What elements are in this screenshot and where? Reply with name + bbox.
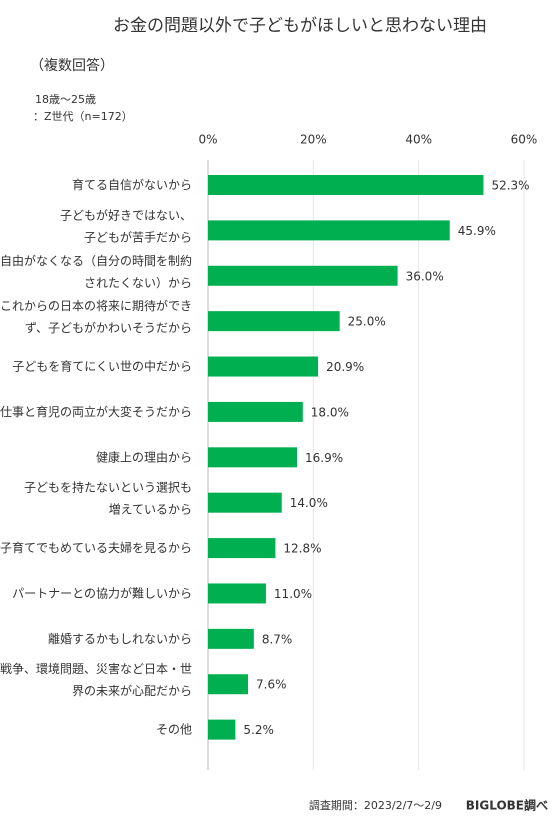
y-tick-label: 自由がなくなる（自分の時間を制約されたくない）から bbox=[0, 252, 192, 289]
value-label: 45.9% bbox=[458, 224, 496, 238]
y-tick-label: 子育てでもめている夫婦を見るから bbox=[0, 540, 192, 555]
bar bbox=[208, 220, 450, 241]
bar bbox=[208, 538, 276, 559]
bar bbox=[208, 447, 298, 468]
y-tick-label: その他 bbox=[156, 722, 192, 736]
bar bbox=[208, 356, 319, 377]
bar bbox=[208, 175, 484, 195]
value-label: 25.0% bbox=[348, 315, 386, 329]
bar bbox=[208, 265, 398, 286]
x-tick-label: 60% bbox=[511, 133, 538, 147]
note: ：Z世代（n=172） bbox=[33, 110, 133, 123]
y-tick-label: パートナーとの協力が難しいから bbox=[12, 585, 192, 600]
value-label: 18.0% bbox=[311, 405, 349, 419]
value-label: 36.0% bbox=[406, 269, 444, 283]
bar bbox=[208, 401, 303, 422]
bar bbox=[208, 583, 266, 604]
bar bbox=[208, 719, 236, 740]
y-tick-label: これからの日本の将来に期待ができず、子どもがかわいそうだから bbox=[0, 298, 192, 335]
y-tick-label: 子どもを持たないという選択も増えているから bbox=[24, 479, 192, 516]
y-tick-label: 戦争、環境問題、災害など日本・世界の未来が心配だから bbox=[0, 661, 192, 698]
value-label: 11.0% bbox=[274, 587, 312, 601]
y-tick-label: 子どもを育てにくい世の中だから bbox=[12, 358, 192, 373]
bar bbox=[208, 311, 340, 332]
value-label: 52.3% bbox=[491, 179, 529, 193]
note: 18歳～25歳 bbox=[35, 93, 96, 106]
y-tick-label: 仕事と育児の両立が大変そうだから bbox=[0, 403, 192, 418]
y-tick-label: 離婚するかもしれないから bbox=[48, 631, 192, 645]
bar bbox=[208, 674, 249, 695]
bar bbox=[208, 492, 282, 513]
y-tick-label: 子どもが好きではない、子どもが苦手だから bbox=[60, 207, 192, 244]
x-tick-label: 0% bbox=[198, 133, 217, 147]
value-label: 16.9% bbox=[305, 451, 343, 465]
value-label: 8.7% bbox=[262, 632, 293, 646]
chart-title: お金の問題以外で子どもがほしいと思わない理由 bbox=[113, 16, 487, 36]
value-label: 20.9% bbox=[326, 360, 364, 374]
source: BIGLOBE調べ bbox=[466, 798, 548, 813]
y-tick-label: 育てる自信がないから bbox=[72, 177, 192, 192]
value-label: 14.0% bbox=[290, 496, 328, 510]
bar bbox=[208, 628, 254, 649]
footer: 調査期間：2023/2/7～2/9 bbox=[309, 798, 442, 812]
y-tick-label: 健康上の理由から bbox=[96, 449, 192, 464]
value-label: 7.6% bbox=[256, 678, 287, 692]
value-label: 5.2% bbox=[243, 723, 273, 737]
x-tick-label: 40% bbox=[405, 133, 432, 147]
value-label: 12.8% bbox=[283, 542, 321, 556]
subtitle: （複数回答） bbox=[30, 57, 114, 74]
x-tick-label: 20% bbox=[300, 133, 327, 147]
